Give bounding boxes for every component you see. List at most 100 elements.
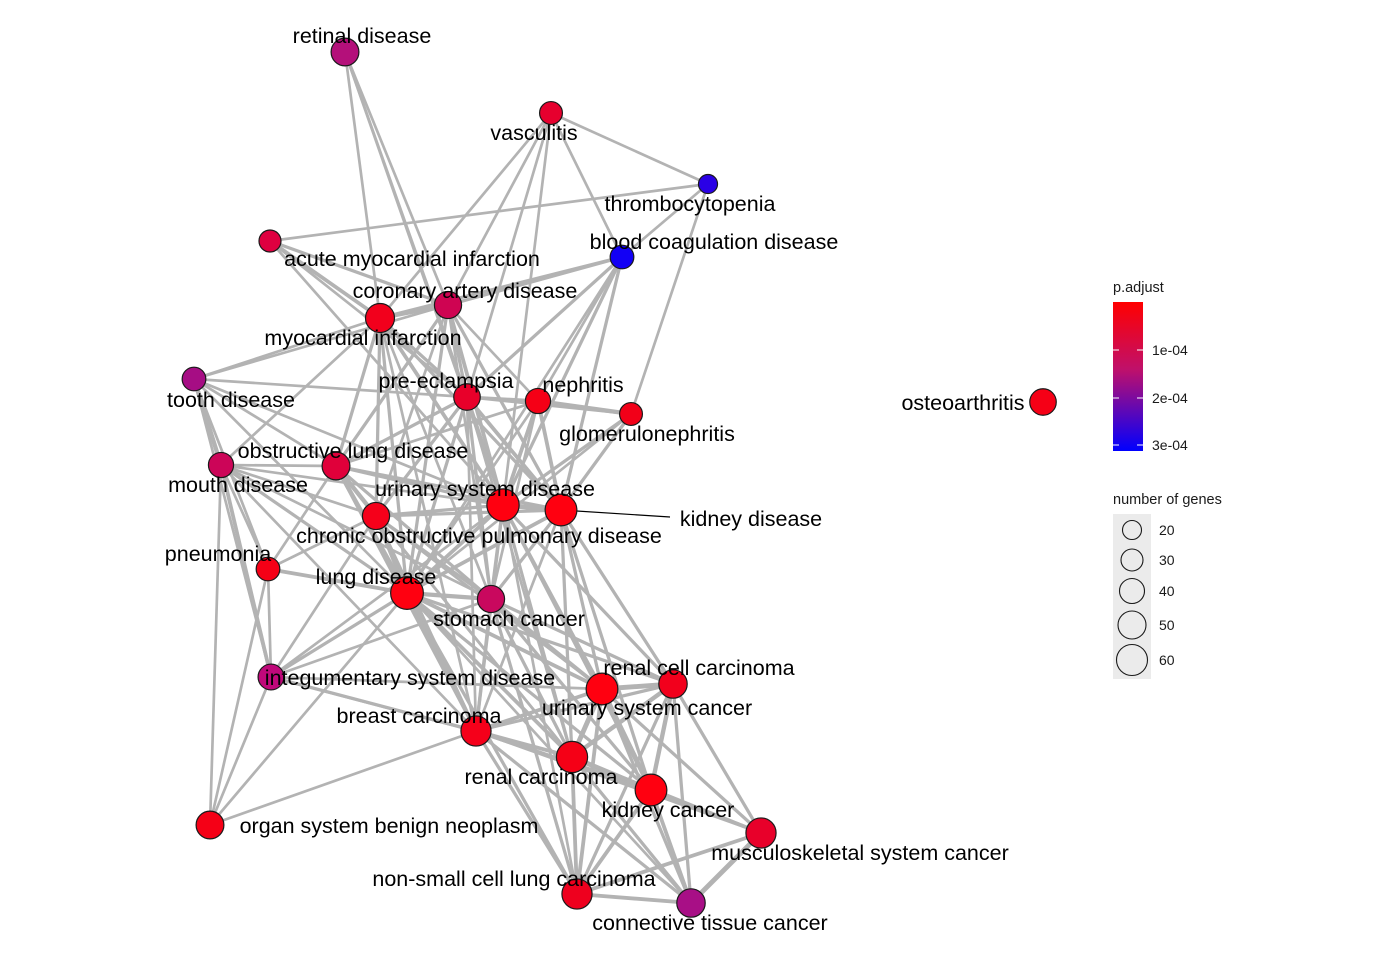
label-urinary-system-disease: urinary system disease [375,477,595,501]
size-tick-60: 60 [1159,652,1175,668]
label-renal-carcinoma: renal carcinoma [465,765,618,789]
color-legend-bar [1113,302,1143,451]
edge-lung-disease--connective-tissue-cancer [405,591,693,905]
node-lung-disease [390,576,424,610]
edge-stomach-cancer--renal-cell-carcinoma [489,597,675,686]
node-vasculitis [538,100,564,126]
label-breast-carcinoma: breast carcinoma [337,704,502,728]
node-breast-carcinoma [460,715,492,747]
edge-myocardial-infarction--tooth-disease [192,316,382,381]
edge-obstructive-lung-disease--stomach-cancer [334,464,493,601]
size-legend-title: number of genes [1113,492,1222,508]
edge-myocardial-infarction--chronic-obstructive-pulmonary-disease [374,316,382,518]
edge-coronary-artery-disease--tooth-disease [192,303,450,381]
label-retinal-disease: retinal disease [293,24,432,48]
node-nephritis [524,387,552,415]
node-chronic-obstructive-pulmonary-disease [361,501,391,531]
node-kidney-cancer [634,773,668,807]
edge-renal-cell-carcinoma--musculoskeletal-system-cancer [671,682,763,835]
label-thrombocytopenia: thrombocytopenia [605,192,776,216]
edge-stomach-cancer--urinary-system-cancer [489,597,604,691]
label-kidney-disease: kidney disease [680,507,822,531]
label-kidney-cancer: kidney cancer [602,798,735,822]
edge-pneumonia--lung-disease [266,567,409,595]
edge-renal-cell-carcinoma--renal-carcinoma [569,681,676,760]
edge-glomerulonephritis--urinary-system-disease [501,412,633,507]
node-myocardial-infarction [364,302,396,334]
label-stomach-cancer: stomach cancer [433,607,585,631]
edge-vasculitis--blood-coagulation-disease [549,111,624,259]
edge-stomach-cancer--kidney-cancer [489,597,653,792]
edge-pre-eclampsia--breast-carcinoma [465,395,478,733]
edge-lung-disease--kidney-cancer [405,591,653,792]
edge-kidney-cancer--non-small-cell-lung-carcinoma [575,788,653,896]
edge-non-small-cell-lung-carcinoma--connective-tissue-cancer [575,892,693,905]
size-tick-40: 40 [1159,583,1175,599]
edge-coronary-artery-disease--chronic-obstructive-pulmonary-disease [374,303,450,518]
edge-mouth-disease--integumentary-system-disease [219,463,273,679]
label-lung-disease: lung disease [316,565,437,589]
edge-blood-coagulation-disease--kidney-disease [559,255,624,512]
edge-retinal-disease--myocardial-infarction [343,50,382,320]
edge-obstructive-lung-disease--mouth-disease [219,463,338,468]
edge-renal-cell-carcinoma--connective-tissue-cancer [671,682,693,905]
node-kidney-disease [544,493,578,527]
edge-retinal-disease--coronary-artery-disease [343,50,450,307]
edge-thrombocytopenia--acute-myocardial-infarction [268,182,710,243]
edge-chronic-obstructive-pulmonary-disease--pneumonia [266,514,378,571]
node-blood-coagulation-disease [609,244,635,270]
edge-integumentary-system-disease--urinary-system-cancer [269,675,604,691]
edge-tooth-disease--urinary-system-disease [192,377,505,507]
label-musculoskeletal-system-cancer: musculoskeletal system cancer [711,841,1009,865]
edge-vasculitis--coronary-artery-disease [446,111,553,307]
edge-obstructive-lung-disease--pneumonia [266,464,338,571]
size-tick-50: 50 [1159,617,1175,633]
label-renal-cell-carcinoma: renal cell carcinoma [603,656,794,680]
label-obstructive-lung-disease: obstructive lung disease [238,439,469,463]
edge-pre-eclampsia--kidney-disease [465,395,563,512]
node-musculoskeletal-system-cancer [745,817,777,849]
edge-tooth-disease--lung-disease [192,377,409,595]
edge-pneumonia--integumentary-system-disease [266,567,273,679]
color-tick-2: 2e-04 [1152,390,1188,406]
size-key-40 [1118,577,1146,605]
edge-mouth-disease--chronic-obstructive-pulmonary-disease [219,463,378,518]
edge-nephritis--urinary-system-disease [501,399,540,507]
edge-nephritis--glomerulonephritis [535,398,634,417]
label-pneumonia: pneumonia [165,542,271,566]
edge-mouth-disease--breast-carcinoma [219,463,478,733]
node-osteoarthritis [1029,388,1057,416]
kidney-disease-label-leader [560,509,671,518]
edge-breast-carcinoma--organ-system-benign-neoplasm [208,729,478,827]
node-stomach-cancer [476,584,506,614]
edge-coronary-artery-disease--obstructive-lung-disease [334,303,450,468]
edge-urinary-system-cancer--musculoskeletal-system-cancer [600,687,763,835]
edge-mouth-disease--stomach-cancer [219,463,493,601]
edge-mouth-disease--urinary-system-disease [219,463,505,507]
edge-mouth-disease--organ-system-benign-neoplasm [208,463,223,827]
node-coronary-artery-disease [433,290,463,320]
size-key-60 [1115,643,1149,677]
label-vasculitis: vasculitis [490,121,577,145]
edge-stomach-cancer--renal-carcinoma [489,597,574,759]
node-layer [181,37,1057,918]
color-tick-1: 1e-04 [1152,342,1188,358]
edge-tooth-disease--obstructive-lung-disease [192,377,338,468]
label-connective-tissue-cancer: connective tissue cancer [592,911,827,935]
edge-kidney-disease--chronic-obstructive-pulmonary-disease [374,508,563,518]
size-key-50 [1117,610,1147,640]
edge-vasculitis--thrombocytopenia [549,111,710,186]
size-key-30 [1120,548,1144,572]
label-chronic-obstructive-pulmonary-disease: chronic obstructive pulmonary disease [296,524,662,548]
node-connective-tissue-cancer [676,888,706,918]
edge-acute-myocardial-infarction--coronary-artery-disease [268,239,450,307]
label-mouth-disease: mouth disease [168,473,308,497]
edge-renal-cell-carcinoma--kidney-cancer [648,681,676,793]
edge-chronic-obstructive-pulmonary-disease--integumentary-system-disease [269,514,378,679]
node-urinary-system-cancer [585,672,619,706]
edge-kidney-cancer--connective-tissue-cancer [649,788,693,905]
edge-thrombocytopenia--blood-coagulation-disease [620,182,710,259]
node-mouth-disease [207,451,235,479]
edge-urinary-system-cancer--non-small-cell-lung-carcinoma [575,687,604,896]
